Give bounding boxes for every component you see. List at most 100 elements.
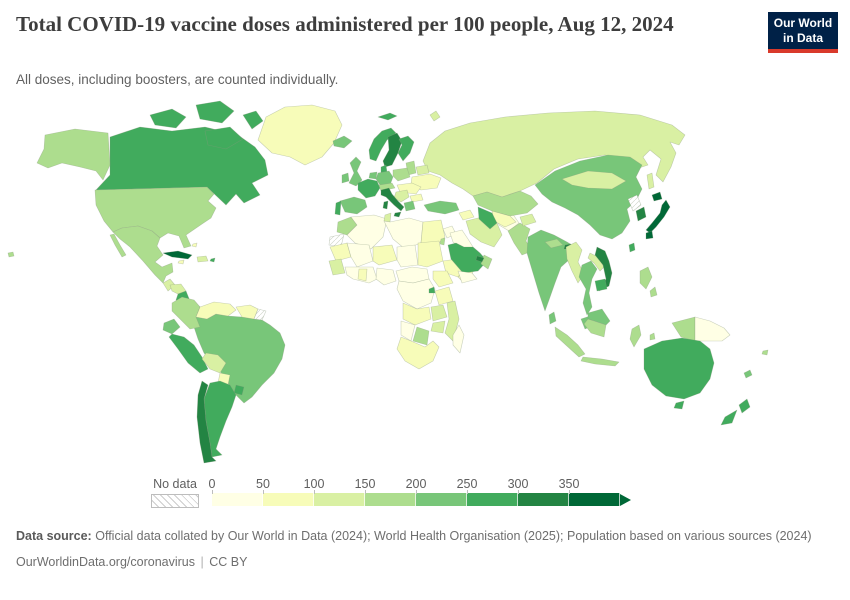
country-ireland[interactable]: Ireland (341, 172, 350, 184)
owid-logo[interactable]: Our World in Data (768, 12, 838, 53)
country-colombia[interactable]: Colombia (171, 296, 201, 330)
country-canada[interactable]: Canada (195, 100, 235, 124)
country-australia[interactable]: Australia (673, 400, 685, 410)
country-indonesia[interactable]: Indonesia (629, 324, 642, 348)
country-thailand[interactable]: Thailand (578, 260, 598, 316)
country-japan[interactable]: Japan (651, 191, 663, 202)
country-tunisia[interactable]: Tunisia (383, 212, 392, 223)
legend-bin-100[interactable] (314, 493, 365, 506)
legend-bin-350[interactable] (569, 493, 620, 506)
country-italy[interactable]: Italy (380, 187, 405, 212)
country-ghana[interactable]: Ghana (357, 268, 368, 282)
country-russia[interactable]: Russia (646, 172, 655, 190)
country-italy[interactable]: Italy (382, 200, 389, 210)
country-canada[interactable]: Canada (204, 126, 244, 150)
country-portugal[interactable]: Portugal (334, 200, 342, 216)
legend-bin-300[interactable] (518, 493, 569, 506)
country-nepal[interactable]: Nepal (544, 238, 564, 249)
country-zimbabwe[interactable]: Zimbabwe (430, 320, 446, 334)
country-cuba[interactable]: Cuba (162, 250, 193, 260)
country-libya[interactable]: Libya (383, 217, 424, 250)
country-mexico[interactable]: Mexico (112, 225, 174, 284)
country-new-caledonia[interactable]: New Caledonia (743, 369, 753, 379)
country-turkey[interactable]: Turkey (423, 200, 460, 215)
country-chile[interactable]: Chile (196, 380, 217, 464)
country-philippines[interactable]: Philippines (649, 286, 658, 298)
country-turkmenistan[interactable]: Turkmenistan (477, 206, 498, 230)
country-south-korea[interactable]: South Korea (635, 206, 647, 222)
country-papua-new-guinea[interactable]: Papua New Guinea (694, 316, 731, 342)
country-drc[interactable]: Democratic Republic of Congo (396, 278, 436, 310)
country-usa[interactable]: United States (36, 128, 111, 181)
country-mongolia[interactable]: Mongolia (561, 170, 627, 190)
country-greenland[interactable]: Greenland (257, 104, 343, 166)
country-niger[interactable]: Niger (372, 244, 398, 266)
country-french-guiana[interactable]: French Guiana (253, 308, 267, 321)
country-mali[interactable]: Mali (346, 242, 374, 268)
country-madagascar[interactable]: Madagascar (452, 324, 465, 354)
country-senegal-guinea[interactable]: Senegal & Guinea (328, 258, 346, 276)
country-algeria[interactable]: Algeria (346, 214, 388, 250)
country-belarus[interactable]: Belarus (415, 164, 430, 176)
country-japan[interactable]: Japan (645, 230, 654, 240)
country-kazakhstan[interactable]: Kazakhstan (472, 190, 539, 217)
country-rwanda[interactable]: Rwanda (428, 286, 436, 294)
country-cambodia[interactable]: Cambodia (594, 278, 608, 292)
country-malaysia[interactable]: Malaysia (587, 308, 611, 326)
country-benelux[interactable]: Belgium & Netherlands (368, 171, 378, 180)
country-usa[interactable]: United States (94, 186, 217, 249)
country-czech-austria-switzerland[interactable]: Czechia, Austria & Switzerland (378, 182, 396, 192)
legend-bin-200[interactable] (416, 493, 467, 506)
legend-bin-250[interactable] (467, 493, 518, 506)
country-canada[interactable]: Canada (149, 108, 187, 129)
country-uk[interactable]: United Kingdom (348, 156, 363, 187)
country-indonesia[interactable]: Indonesia (671, 316, 696, 342)
owid-link[interactable]: OurWorldinData.org/coronavirus (16, 554, 196, 569)
legend-no-data-swatch[interactable] (151, 494, 199, 508)
country-jamaica[interactable]: Jamaica (177, 259, 185, 265)
country-south-africa[interactable]: South Africa (396, 336, 440, 370)
country-north-korea[interactable]: North Korea (627, 194, 642, 212)
country-chad[interactable]: Chad (396, 244, 419, 268)
country-bulgaria[interactable]: Bulgaria (409, 193, 424, 203)
country-new-zealand[interactable]: New Zealand (720, 409, 738, 426)
country-philippines[interactable]: Philippines (639, 266, 653, 290)
country-sri-lanka[interactable]: Sri Lanka (548, 311, 557, 325)
country-argentina[interactable]: Argentina (203, 380, 237, 458)
country-greece[interactable]: Greece (403, 200, 416, 212)
country-nigeria[interactable]: Nigeria (375, 267, 397, 286)
country-caucasus[interactable]: Caucasus (458, 209, 475, 221)
country-australia[interactable]: Australia (643, 337, 715, 400)
country-yemen[interactable]: Yemen (457, 270, 478, 284)
country-iceland[interactable]: Iceland (332, 135, 353, 149)
country-fiji[interactable]: Fiji (761, 349, 769, 356)
country-peru[interactable]: Peru (168, 333, 209, 374)
country-canada[interactable]: Canada (242, 110, 264, 130)
country-japan[interactable]: Japan (645, 199, 671, 234)
country-uae-qatar[interactable]: United Arab Emirates & Qatar (475, 255, 485, 263)
country-usa[interactable]: United States (7, 251, 15, 258)
country-france[interactable]: France (357, 178, 381, 199)
country-norway[interactable]: Norway (377, 112, 398, 121)
country-indonesia[interactable]: Indonesia (554, 326, 586, 358)
country-israel[interactable]: Israel (439, 237, 446, 246)
country-tanzania[interactable]: Tanzania (434, 286, 454, 306)
country-finland[interactable]: Finland (397, 135, 415, 162)
country-spain[interactable]: Spain (339, 196, 368, 215)
country-angola[interactable]: Angola (402, 302, 432, 326)
country-indonesia[interactable]: Indonesia (580, 356, 620, 367)
country-new-zealand[interactable]: New Zealand (738, 398, 751, 414)
country-india[interactable]: India (526, 229, 578, 312)
country-botswana[interactable]: Botswana (412, 326, 430, 346)
country-indonesia[interactable]: Indonesia (649, 332, 656, 341)
country-egypt[interactable]: Egypt (420, 219, 446, 248)
legend-bin-50[interactable] (263, 493, 314, 506)
country-russia[interactable]: Russia (429, 110, 441, 122)
country-taiwan[interactable]: Taiwan (628, 242, 636, 253)
country-mexico[interactable]: Mexico (109, 233, 127, 258)
country-ecuador[interactable]: Ecuador (162, 318, 181, 335)
country-venezuela[interactable]: Venezuela (195, 301, 237, 320)
country-germany[interactable]: Germany (375, 170, 394, 186)
country-sudan[interactable]: Sudan (417, 240, 444, 268)
country-sweden[interactable]: Sweden (382, 132, 403, 168)
